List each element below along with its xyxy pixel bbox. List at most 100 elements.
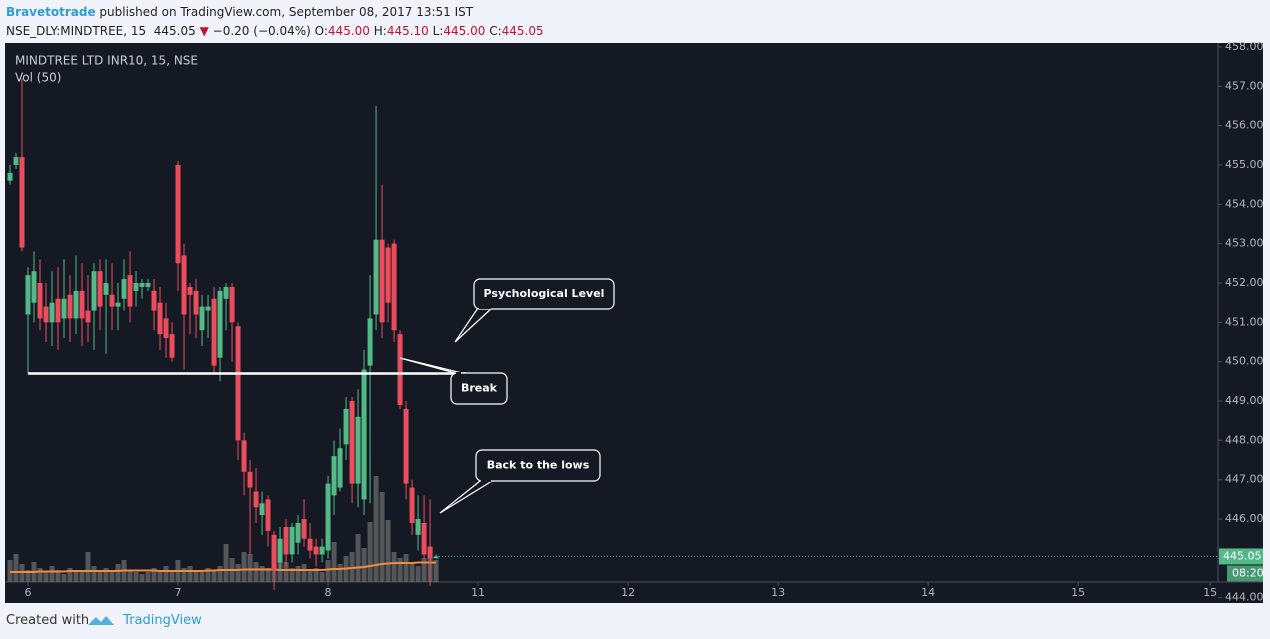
candle-body xyxy=(421,522,427,555)
x-tick-label: 8 xyxy=(325,586,332,599)
volume-bar xyxy=(61,574,67,582)
candle-body xyxy=(19,157,25,248)
candle-body xyxy=(157,302,163,335)
l-label: L: xyxy=(432,24,444,38)
chart-background xyxy=(5,43,1263,603)
candle-body xyxy=(205,306,211,311)
volume-bar xyxy=(49,566,55,582)
candle-body xyxy=(145,282,151,287)
y-tick-label: 449.00 xyxy=(1225,394,1264,407)
candle-body xyxy=(67,294,73,319)
volume-bar xyxy=(247,554,253,582)
volume-bar xyxy=(295,566,301,582)
volume-bar xyxy=(409,562,415,582)
candle-body xyxy=(61,298,67,319)
candle-body xyxy=(85,310,91,323)
volume-bar xyxy=(307,570,313,582)
volume-bar xyxy=(181,568,187,582)
volume-bar xyxy=(145,572,151,582)
candle-body xyxy=(13,157,19,165)
candle-body xyxy=(175,164,181,264)
volume-bar xyxy=(355,534,361,582)
volume-bar xyxy=(163,566,169,582)
volume-bar xyxy=(103,568,109,582)
candle-body xyxy=(73,290,79,319)
callout-box xyxy=(450,372,508,405)
volume-bar xyxy=(265,568,271,582)
candle-body xyxy=(25,275,31,315)
y-tick-label: 452.00 xyxy=(1225,276,1264,289)
brand-logo xyxy=(88,616,114,625)
arrow: ▼ xyxy=(199,24,209,38)
volume-bar xyxy=(403,554,409,582)
header-line: NSE_DLY:MINDTREE, 15 445.05 ▼ −0.20 (−0.… xyxy=(6,22,544,41)
author[interactable]: Bravetotrade xyxy=(6,5,96,19)
y-tick-label: 453.00 xyxy=(1225,237,1264,250)
brand[interactable]: TradingView xyxy=(123,613,202,628)
x-tick-label: 11 xyxy=(471,586,485,599)
volume-bar xyxy=(361,548,367,582)
y-tick-label: 451.00 xyxy=(1225,315,1264,328)
callout-text: Psychological Level xyxy=(484,287,605,300)
callout-box xyxy=(473,278,615,310)
candle-body xyxy=(427,546,433,559)
callout-box xyxy=(475,449,601,482)
candle-body xyxy=(313,546,319,555)
volume-bar xyxy=(199,572,205,582)
volume-bar xyxy=(337,564,343,582)
candle-body xyxy=(151,290,157,311)
x-tick-label: 15 xyxy=(1203,586,1217,599)
candle-body xyxy=(109,294,115,307)
candle-body xyxy=(217,290,223,358)
candle-body xyxy=(349,401,355,484)
volume-bar xyxy=(241,552,247,582)
x-tick-label: 7 xyxy=(175,586,182,599)
volume-bar xyxy=(313,568,319,582)
volume-bar xyxy=(193,570,199,582)
published: published on TradingView.com, September … xyxy=(99,5,474,19)
volume-bar xyxy=(205,568,211,582)
volume-bar xyxy=(13,554,19,582)
volume-bar xyxy=(385,520,391,582)
callout-tail xyxy=(454,307,493,343)
volume-bar xyxy=(91,566,97,582)
volume-bar xyxy=(331,542,337,582)
last: 445.05 xyxy=(153,24,196,38)
candle-body xyxy=(91,271,97,311)
callout-text: Break xyxy=(461,382,498,395)
candle-body xyxy=(79,290,85,319)
candle-body xyxy=(187,286,193,295)
candle-body xyxy=(301,519,307,539)
candle-body xyxy=(289,526,295,555)
volume-bar xyxy=(391,552,397,582)
volume-bar xyxy=(319,572,325,582)
volume-label: Vol (50) xyxy=(15,71,61,85)
candle-body xyxy=(121,279,127,299)
candle-body xyxy=(43,306,49,323)
candle-body xyxy=(325,483,331,551)
countdown-bg xyxy=(1227,565,1263,582)
y-tick-label: 456.00 xyxy=(1225,119,1264,132)
volume-bar xyxy=(397,558,403,582)
o-label: O: xyxy=(314,24,328,38)
o-value: 445.00 xyxy=(327,24,370,38)
volume-bar xyxy=(325,560,331,582)
y-tick-label: 457.00 xyxy=(1225,79,1264,92)
candle-body xyxy=(103,282,109,295)
volume-bar xyxy=(421,558,427,582)
volume-bar xyxy=(169,572,175,582)
volume-bar xyxy=(433,560,439,582)
footer: Created with TradingView xyxy=(6,613,202,628)
y-tick-label: 448.00 xyxy=(1225,433,1264,446)
c-label: C: xyxy=(489,24,502,38)
volume-bar xyxy=(367,522,373,582)
candle-body xyxy=(37,282,43,319)
volume-bar xyxy=(211,570,217,582)
candle-body xyxy=(163,318,169,339)
candle-body xyxy=(271,534,277,571)
volume-bar xyxy=(379,492,385,582)
volume-bar xyxy=(55,570,61,582)
candle-body xyxy=(379,239,385,323)
